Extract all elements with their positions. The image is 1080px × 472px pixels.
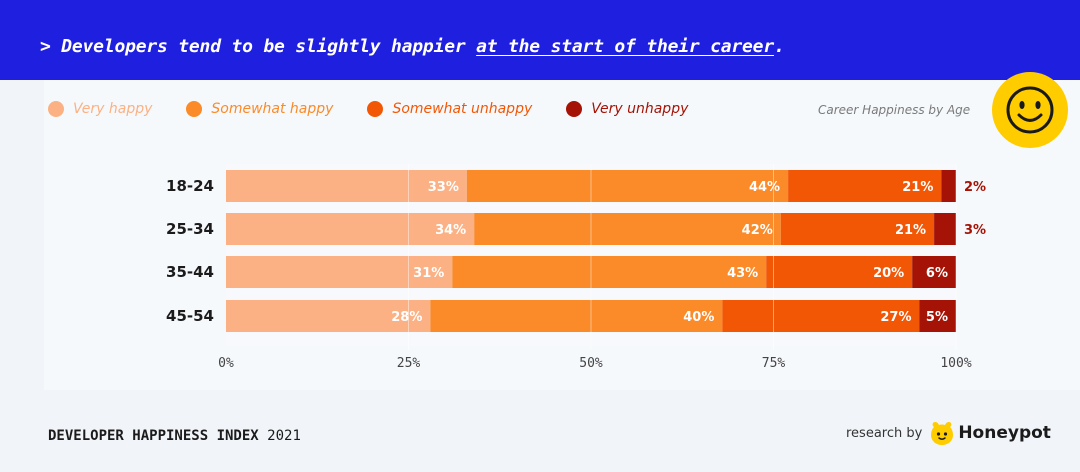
honeypot-logo-icon xyxy=(931,422,954,445)
bar-segment xyxy=(934,213,956,245)
category-label: 18-24 xyxy=(166,177,214,195)
tick-label: 75% xyxy=(762,356,786,371)
legend-item: Very unhappy xyxy=(566,101,688,117)
tick-label: 100% xyxy=(940,356,971,371)
legend-label: Very happy xyxy=(73,101,153,117)
data-label: 31% xyxy=(413,266,444,281)
bar-segment xyxy=(226,256,453,288)
bar-segment xyxy=(226,213,475,245)
headline-prefix: > Developers tend to be slightly happier xyxy=(40,36,477,57)
legend-swatch xyxy=(566,101,583,117)
data-label: 27% xyxy=(880,310,911,325)
legend-item: Somewhat unhappy xyxy=(367,101,532,117)
headline-highlight: at the start of their career xyxy=(476,36,774,57)
bar-segment xyxy=(452,256,767,288)
brand-name: Honeypot xyxy=(958,423,1051,443)
smiley-icon xyxy=(992,72,1068,148)
data-label: 5% xyxy=(926,310,948,325)
legend-swatch xyxy=(48,101,64,117)
bar-segment xyxy=(912,256,956,288)
tick-label: 50% xyxy=(579,356,603,371)
tick-label: 25% xyxy=(397,356,421,371)
header-banner: > Developers tend to be slightly happier… xyxy=(0,0,1080,80)
data-label: 21% xyxy=(902,180,933,195)
bar-segment xyxy=(722,300,920,332)
data-label: 43% xyxy=(727,266,758,281)
category-label: 35-44 xyxy=(166,263,214,281)
tick-label: 0% xyxy=(218,356,234,371)
category-label: 45-54 xyxy=(166,307,214,325)
bar-segment xyxy=(766,256,913,288)
bar-segment xyxy=(788,170,942,202)
bar-segment xyxy=(474,213,781,245)
brand-block: research by Honeypot xyxy=(846,420,1051,446)
legend-swatch xyxy=(186,101,203,117)
legend-swatch xyxy=(367,101,384,117)
data-label: 2% xyxy=(964,180,986,195)
legend-item: Somewhat happy xyxy=(186,101,333,117)
legend-item: Very happy xyxy=(48,101,152,117)
bar-segment xyxy=(226,300,431,332)
data-label: 44% xyxy=(749,180,780,195)
legend-label: Very unhappy xyxy=(591,101,689,117)
bar-segment xyxy=(780,213,935,245)
data-label: 33% xyxy=(428,180,459,195)
headline-suffix: . xyxy=(773,36,785,57)
bar-segment xyxy=(919,300,956,332)
headline: > Developers tend to be slightly happier… xyxy=(40,36,785,57)
legend-label: Somewhat happy xyxy=(211,101,334,117)
index-title: DEVELOPER HAPPINESS INDEX 2021 xyxy=(48,428,301,444)
bar-segment xyxy=(226,170,467,202)
data-label: 3% xyxy=(964,223,986,238)
index-year: 2021 xyxy=(267,428,301,444)
bar-segment xyxy=(430,300,723,332)
data-label: 20% xyxy=(873,266,904,281)
chart-title: Career Happiness by Age xyxy=(818,103,971,117)
data-label: 42% xyxy=(742,223,773,238)
legend: Very happy Somewhat happy Somewhat unhappy… xyxy=(48,101,722,117)
data-label: 21% xyxy=(895,223,926,238)
category-label: 25-34 xyxy=(166,220,214,238)
index-title-text: DEVELOPER HAPPINESS INDEX xyxy=(48,428,259,444)
bar-segment xyxy=(466,170,789,202)
research-by: research by xyxy=(846,425,923,441)
data-label: 28% xyxy=(391,310,422,325)
data-label: 34% xyxy=(435,223,466,238)
data-label: 6% xyxy=(926,266,948,281)
data-label: 40% xyxy=(683,310,714,325)
legend-label: Somewhat unhappy xyxy=(392,101,533,117)
bar-segment xyxy=(941,170,956,202)
